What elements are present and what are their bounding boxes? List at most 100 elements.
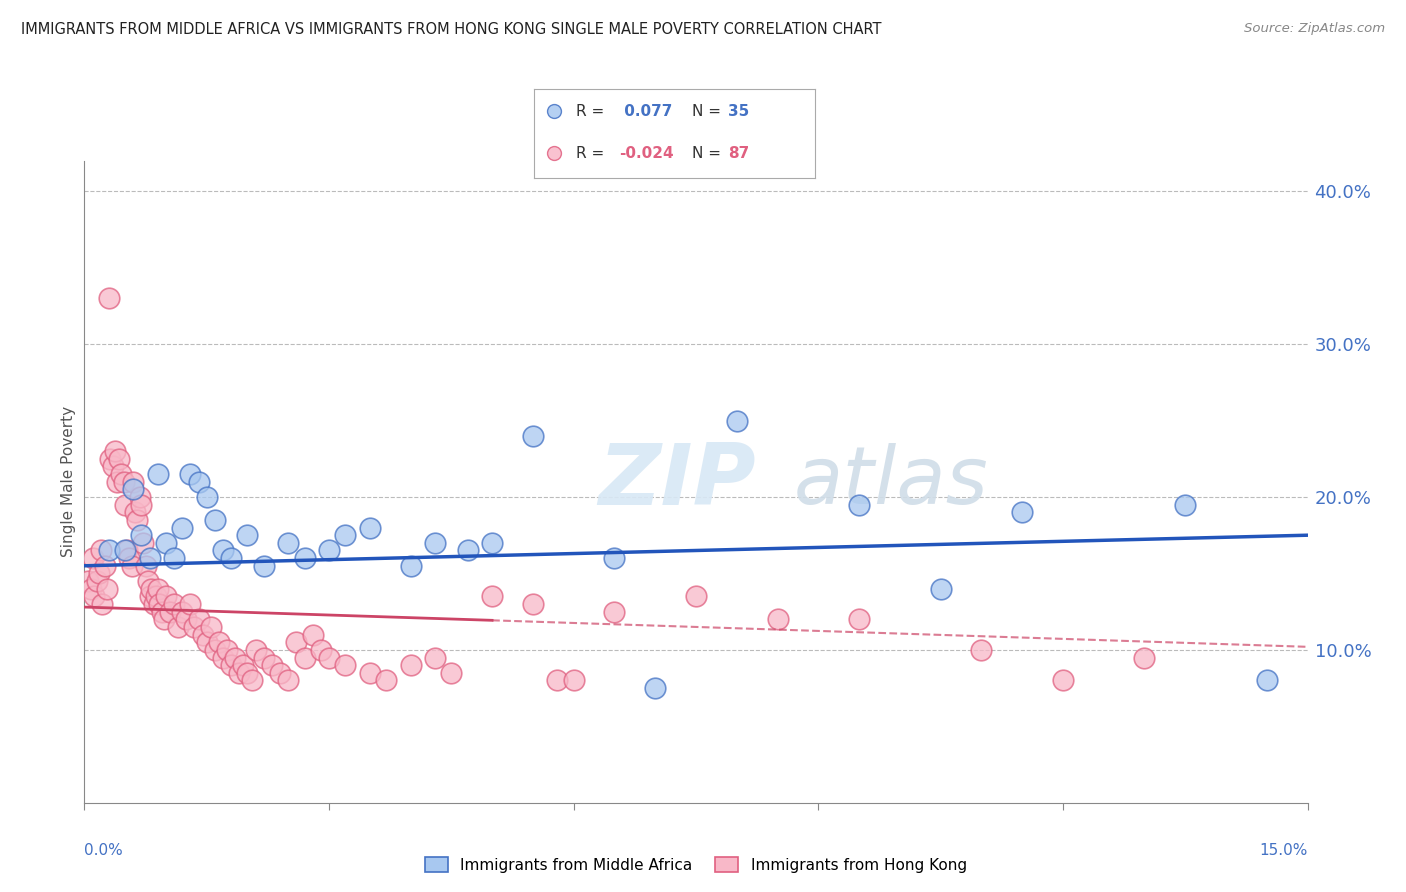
Point	[335, 528, 357, 542]
Point	[159, 605, 181, 619]
Point	[80, 582, 103, 596]
Point	[195, 635, 218, 649]
Point	[543, 104, 565, 119]
Point	[97, 543, 120, 558]
Text: R =: R =	[576, 146, 610, 161]
Point	[318, 543, 340, 558]
Point	[236, 528, 259, 542]
Point	[200, 620, 222, 634]
Point	[187, 475, 209, 489]
Point	[399, 658, 422, 673]
Point	[685, 590, 707, 604]
Point	[212, 543, 235, 558]
Point	[97, 291, 120, 305]
Point	[141, 582, 163, 596]
Point	[118, 551, 141, 566]
Point	[179, 597, 201, 611]
Point	[294, 551, 316, 566]
Point	[359, 665, 381, 680]
Point	[285, 635, 308, 649]
Point	[204, 513, 226, 527]
Point	[399, 558, 422, 573]
Point	[217, 643, 239, 657]
Point	[145, 590, 167, 604]
Point	[457, 543, 479, 558]
Point	[1174, 498, 1197, 512]
Point	[848, 612, 870, 626]
Point	[91, 597, 114, 611]
Point	[423, 650, 446, 665]
Point	[163, 597, 186, 611]
Point	[115, 543, 138, 558]
Point	[138, 590, 160, 604]
Point	[93, 558, 117, 573]
Point	[277, 536, 299, 550]
Point	[294, 650, 316, 665]
Point	[260, 658, 283, 673]
Point	[131, 498, 153, 512]
Text: 0.077: 0.077	[619, 104, 672, 119]
Point	[83, 590, 105, 604]
Point	[603, 551, 626, 566]
Point	[204, 643, 226, 657]
Point	[191, 627, 214, 641]
Point	[1052, 673, 1074, 688]
Point	[603, 605, 626, 619]
Legend: Immigrants from Middle Africa, Immigrants from Hong Kong: Immigrants from Middle Africa, Immigrant…	[419, 850, 973, 879]
Point	[153, 612, 176, 626]
Point	[318, 650, 340, 665]
Point	[183, 620, 205, 634]
Point	[114, 543, 136, 558]
Point	[132, 536, 155, 550]
Point	[236, 665, 259, 680]
Point	[179, 467, 201, 481]
Text: 15.0%: 15.0%	[1260, 843, 1308, 858]
Text: R =: R =	[576, 104, 610, 119]
Point	[87, 566, 110, 581]
Point	[245, 643, 267, 657]
Text: Source: ZipAtlas.com: Source: ZipAtlas.com	[1244, 22, 1385, 36]
Point	[110, 467, 132, 481]
Point	[105, 475, 128, 489]
Point	[212, 650, 235, 665]
Point	[112, 475, 135, 489]
Point	[224, 650, 246, 665]
Point	[100, 451, 122, 466]
Point	[122, 483, 145, 497]
Point	[155, 536, 177, 550]
Point	[90, 543, 112, 558]
Point	[440, 665, 463, 680]
Point	[848, 498, 870, 512]
Point	[101, 459, 124, 474]
Point	[253, 650, 276, 665]
Point	[77, 574, 100, 588]
Point	[121, 558, 143, 573]
Point	[481, 590, 503, 604]
Point	[309, 643, 332, 657]
Point	[481, 536, 503, 550]
Text: N =: N =	[692, 104, 725, 119]
Point	[644, 681, 666, 695]
Point	[423, 536, 446, 550]
Point	[104, 444, 127, 458]
Point	[146, 582, 169, 596]
Point	[96, 582, 118, 596]
Point	[335, 658, 357, 673]
Point	[195, 490, 218, 504]
Point	[562, 673, 585, 688]
Point	[138, 551, 160, 566]
Point	[522, 597, 544, 611]
Point	[150, 605, 173, 619]
Point	[82, 551, 104, 566]
Point	[208, 635, 231, 649]
Point	[167, 620, 190, 634]
Point	[240, 673, 263, 688]
Point	[136, 574, 159, 588]
Point	[114, 498, 136, 512]
Point	[232, 658, 254, 673]
Point	[766, 612, 789, 626]
Y-axis label: Single Male Poverty: Single Male Poverty	[60, 406, 76, 558]
Point	[172, 605, 194, 619]
Point	[929, 582, 952, 596]
Point	[219, 658, 242, 673]
